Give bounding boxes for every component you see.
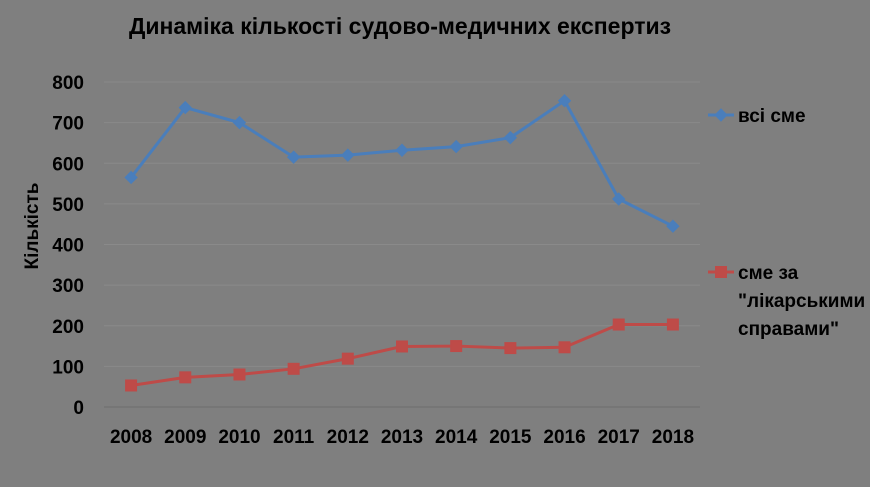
data-point-1 bbox=[341, 148, 355, 162]
data-point-1 bbox=[124, 170, 138, 185]
data-point-2 bbox=[612, 318, 625, 331]
y-tick-label: 500 bbox=[52, 195, 84, 216]
data-point-1 bbox=[449, 139, 463, 154]
y-tick-label: 200 bbox=[52, 317, 84, 338]
y-tick-label: 800 bbox=[52, 73, 84, 94]
data-point-2 bbox=[396, 340, 408, 353]
data-point-2 bbox=[450, 340, 463, 353]
series-line-2 bbox=[130, 323, 673, 387]
x-tick-label: 2018 bbox=[652, 427, 694, 448]
data-point-2 bbox=[179, 371, 192, 384]
legend: всі сме сме за "лікарськими справами" bbox=[708, 106, 865, 340]
x-tick-label: 2010 bbox=[218, 427, 260, 448]
x-tick-label: 2017 bbox=[598, 427, 640, 448]
legend-marker-2 bbox=[715, 266, 727, 278]
data-point-2 bbox=[504, 342, 517, 355]
y-tick-label: 600 bbox=[52, 154, 84, 175]
legend-label-2: "лікарськими bbox=[738, 291, 865, 312]
y-tick-label: 0 bbox=[73, 398, 84, 419]
data-point-1 bbox=[557, 93, 572, 108]
legend-label-2: сме за bbox=[738, 263, 799, 284]
data-point-2 bbox=[125, 379, 138, 392]
x-tick-label: 2009 bbox=[164, 427, 206, 448]
plot-area: 0 100 200 300 400 500 600 700 800 2008 2009 2010 201… bbox=[52, 73, 700, 448]
y-tick-label: 100 bbox=[52, 357, 84, 378]
x-tick-label: 2013 bbox=[381, 427, 423, 448]
y-tick-label: 400 bbox=[52, 236, 84, 257]
x-tick-label: 2008 bbox=[110, 427, 152, 448]
data-point-2 bbox=[558, 341, 571, 354]
data-point-1 bbox=[232, 115, 247, 130]
legend-marker-1 bbox=[714, 108, 728, 122]
data-point-1 bbox=[612, 192, 626, 206]
data-point-1 bbox=[395, 143, 409, 157]
data-point-2 bbox=[233, 368, 246, 381]
data-point-1 bbox=[286, 150, 301, 164]
x-tick-label: 2011 bbox=[273, 427, 315, 448]
y-tick-label: 700 bbox=[52, 114, 84, 135]
x-tick-label: 2016 bbox=[543, 427, 585, 448]
data-point-2 bbox=[341, 352, 354, 365]
chart-title: Динаміка кількості судово-медичних експе… bbox=[129, 13, 671, 39]
legend-label-1: всі сме bbox=[738, 106, 806, 127]
y-axis-label: Кількість bbox=[22, 183, 43, 270]
data-point-2 bbox=[666, 318, 679, 331]
x-tick-label: 2015 bbox=[489, 427, 532, 448]
data-point-1 bbox=[178, 100, 192, 115]
legend-label-2: справами" bbox=[738, 319, 839, 340]
x-tick-label: 2014 bbox=[435, 427, 478, 448]
x-tick-label: 2012 bbox=[327, 427, 369, 448]
data-point-1 bbox=[666, 219, 680, 233]
y-tick-label: 300 bbox=[52, 276, 84, 297]
data-point-1 bbox=[503, 130, 518, 145]
data-point-2 bbox=[287, 362, 300, 375]
